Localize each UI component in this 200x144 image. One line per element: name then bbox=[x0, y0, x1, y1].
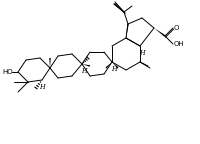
Text: H: H bbox=[39, 83, 45, 91]
Polygon shape bbox=[112, 62, 119, 69]
Text: H: H bbox=[139, 49, 145, 57]
Text: O: O bbox=[174, 25, 179, 31]
Polygon shape bbox=[105, 62, 112, 69]
Text: HO: HO bbox=[2, 69, 13, 75]
Polygon shape bbox=[82, 64, 90, 67]
Polygon shape bbox=[49, 58, 51, 68]
Polygon shape bbox=[126, 24, 129, 38]
Text: OH: OH bbox=[174, 41, 185, 47]
Text: H: H bbox=[81, 67, 87, 75]
Text: H: H bbox=[111, 65, 117, 73]
Polygon shape bbox=[154, 28, 166, 37]
